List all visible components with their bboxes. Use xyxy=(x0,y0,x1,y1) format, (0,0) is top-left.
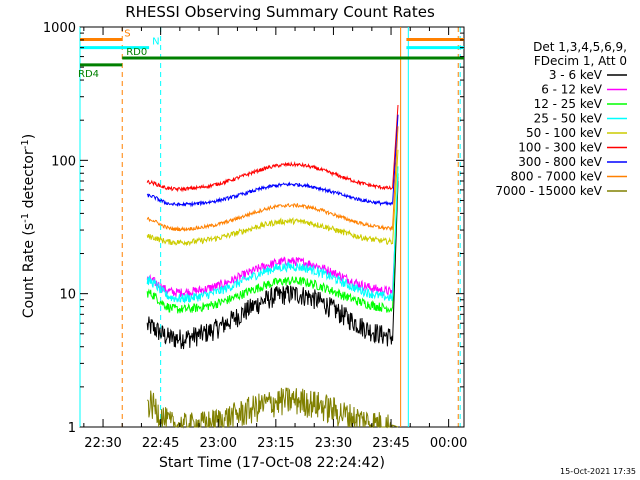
flag-label: RD4 xyxy=(78,69,99,80)
timestamp: 15-Oct-2021 17:35 xyxy=(560,467,636,476)
x-tick-label: 22:30 xyxy=(84,436,121,451)
series-line-8 xyxy=(147,387,399,429)
legend-entry: 300 - 800 keV xyxy=(518,155,602,169)
legend-entry: 25 - 50 keV xyxy=(534,112,603,126)
flag-bars: S N RD0 RD4 xyxy=(78,29,464,80)
x-tick-label: 22:45 xyxy=(142,436,179,451)
flag-label: S xyxy=(124,29,130,40)
series-line-3 xyxy=(146,166,399,305)
series-line-6 xyxy=(146,114,399,208)
chart-title: RHESSI Observing Summary Count Rates xyxy=(125,3,435,21)
legend-header-2: FDecim 1, Att 0 xyxy=(534,54,627,68)
x-tick-label: 23:15 xyxy=(257,436,294,451)
series-line-0 xyxy=(146,180,399,350)
legend-entry: 800 - 7000 keV xyxy=(511,170,603,184)
series-line-4 xyxy=(146,149,399,247)
series-line-7 xyxy=(146,126,399,232)
legend-entry: 3 - 6 keV xyxy=(549,68,603,82)
flag-label: RD0 xyxy=(126,47,147,58)
x-tick-label: 23:00 xyxy=(200,436,237,451)
x-tick-label: 23:30 xyxy=(315,436,352,451)
legend-header-1: Det 1,3,4,5,6,9, xyxy=(533,40,627,54)
x-axis-ticks: 22:30 22:45 23:00 23:15 23:30 23:45 00:00 xyxy=(83,27,467,451)
plot-frame xyxy=(79,26,465,428)
legend-entry: 12 - 25 keV xyxy=(534,97,603,111)
y-tick-label: 1000 xyxy=(43,21,76,36)
y-axis-ticks: 1 10 100 1000 xyxy=(43,21,464,436)
flag-label: N xyxy=(152,37,159,48)
series-lines xyxy=(146,104,399,429)
legend-entry: 100 - 300 keV xyxy=(518,141,602,155)
legend-entry: 50 - 100 keV xyxy=(526,126,603,140)
series-line-5 xyxy=(146,104,399,193)
legend-entry: 6 - 12 keV xyxy=(541,83,603,97)
y-tick-label: 10 xyxy=(59,288,76,303)
x-tick-label: 23:45 xyxy=(372,436,409,451)
y-tick-label: 1 xyxy=(68,421,76,436)
y-tick-label: 100 xyxy=(51,154,76,169)
legend: Det 1,3,4,5,6,9, FDecim 1, Att 0 3 - 6 k… xyxy=(495,40,627,198)
legend-entry: 7000 - 15000 keV xyxy=(495,184,602,198)
series-line-2 xyxy=(146,173,399,314)
x-axis-label: Start Time (17-Oct-08 22:24:42) xyxy=(159,455,385,471)
marker-lines xyxy=(79,27,461,427)
y-axis-label: Count Rate (s-1 detector-1) xyxy=(20,134,37,318)
x-tick-label: 00:00 xyxy=(430,436,467,451)
